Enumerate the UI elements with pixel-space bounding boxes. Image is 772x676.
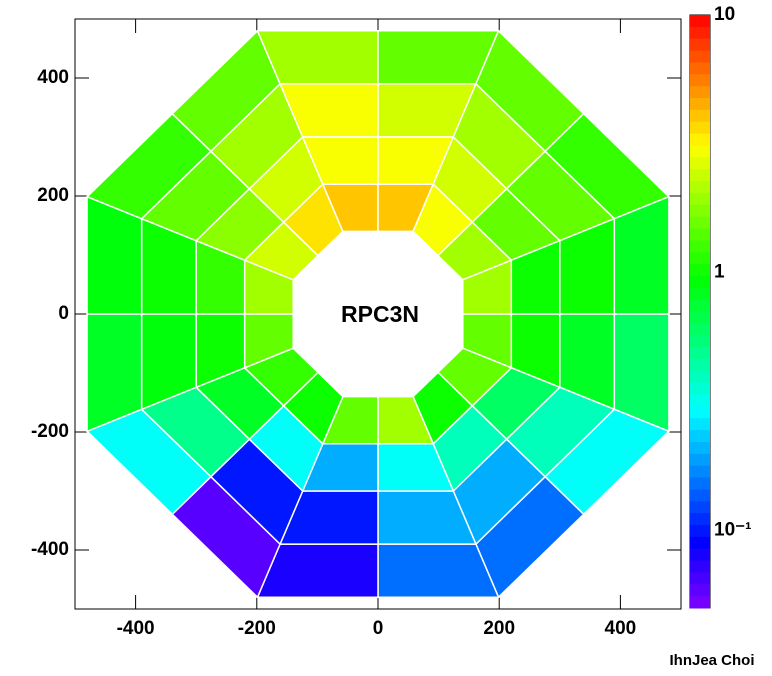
colorbar-step	[690, 38, 710, 52]
colorbar-step	[690, 26, 710, 40]
colorbar-step	[690, 98, 710, 111]
colorbar-step	[690, 513, 710, 526]
colorbar-step	[690, 501, 710, 514]
colorbar-step	[690, 323, 710, 336]
y-tick-label: 200	[37, 185, 69, 206]
x-tick-label: -200	[238, 618, 276, 639]
colorbar-step	[690, 157, 710, 170]
colorbar-step	[690, 584, 710, 597]
colorbar-step	[690, 382, 710, 396]
y-tick-label: 0	[58, 303, 69, 324]
colorbar-step	[690, 50, 710, 63]
y-tick-label: 400	[37, 67, 69, 88]
colorbar-step	[690, 181, 710, 194]
annotation: RPC3N	[341, 301, 419, 327]
y-tick-label: -200	[31, 421, 69, 442]
colorbar-step	[690, 394, 710, 407]
y-tick-label: -400	[31, 539, 69, 560]
cell	[462, 259, 513, 315]
colorbar-step	[690, 192, 710, 206]
colorbar-step	[690, 358, 710, 372]
colorbar-step	[690, 406, 710, 419]
colorbar-step	[690, 86, 710, 99]
colorbar-step	[690, 240, 710, 253]
colorbar-step	[690, 121, 710, 135]
colorbar-step	[690, 264, 710, 277]
x-tick-label: 0	[373, 618, 384, 639]
colorbar-step	[690, 548, 710, 562]
credit: IhnJea Choi	[669, 652, 754, 669]
plot-frame	[74, 18, 682, 610]
colorbar-step	[690, 489, 710, 502]
colorbar-step	[690, 216, 710, 229]
z-tick-label: 10⁻¹	[714, 519, 752, 540]
colorbar-step	[690, 536, 710, 550]
colorbar-step	[690, 441, 710, 455]
colorbar-step	[690, 524, 710, 538]
colorbar-step	[690, 299, 710, 312]
z-tick-label: 10	[714, 4, 735, 25]
colorbar-step	[690, 465, 710, 479]
colorbar-step	[690, 477, 710, 490]
colorbar-step	[690, 204, 710, 218]
colorbar-step	[690, 145, 710, 158]
x-tick-label: 400	[605, 618, 637, 639]
x-tick-label: 200	[483, 618, 515, 639]
colorbar-step	[690, 311, 710, 324]
colorbar-step	[690, 133, 710, 146]
colorbar-step	[690, 430, 710, 443]
colorbar-step	[690, 370, 710, 384]
colorbar-step	[690, 560, 710, 573]
colorbar-step	[690, 275, 710, 289]
colorbar-step	[690, 335, 710, 348]
colorbar-step	[690, 453, 710, 467]
colorbar-step	[690, 252, 710, 265]
z-tick-label: 1	[714, 262, 725, 283]
colorbar-step	[690, 62, 710, 75]
colorbar-step	[690, 347, 710, 360]
colorbar-step	[690, 287, 710, 301]
x-tick-label: -400	[117, 618, 155, 639]
colorbar-step	[690, 228, 710, 241]
colorbar-step	[690, 109, 710, 123]
colorbar-step	[690, 15, 710, 28]
colorbar-step	[690, 572, 710, 585]
colorbar-step	[690, 74, 710, 87]
colorbar-step	[690, 418, 710, 431]
colorbar-step	[690, 169, 710, 182]
colorbar-step	[690, 596, 710, 609]
